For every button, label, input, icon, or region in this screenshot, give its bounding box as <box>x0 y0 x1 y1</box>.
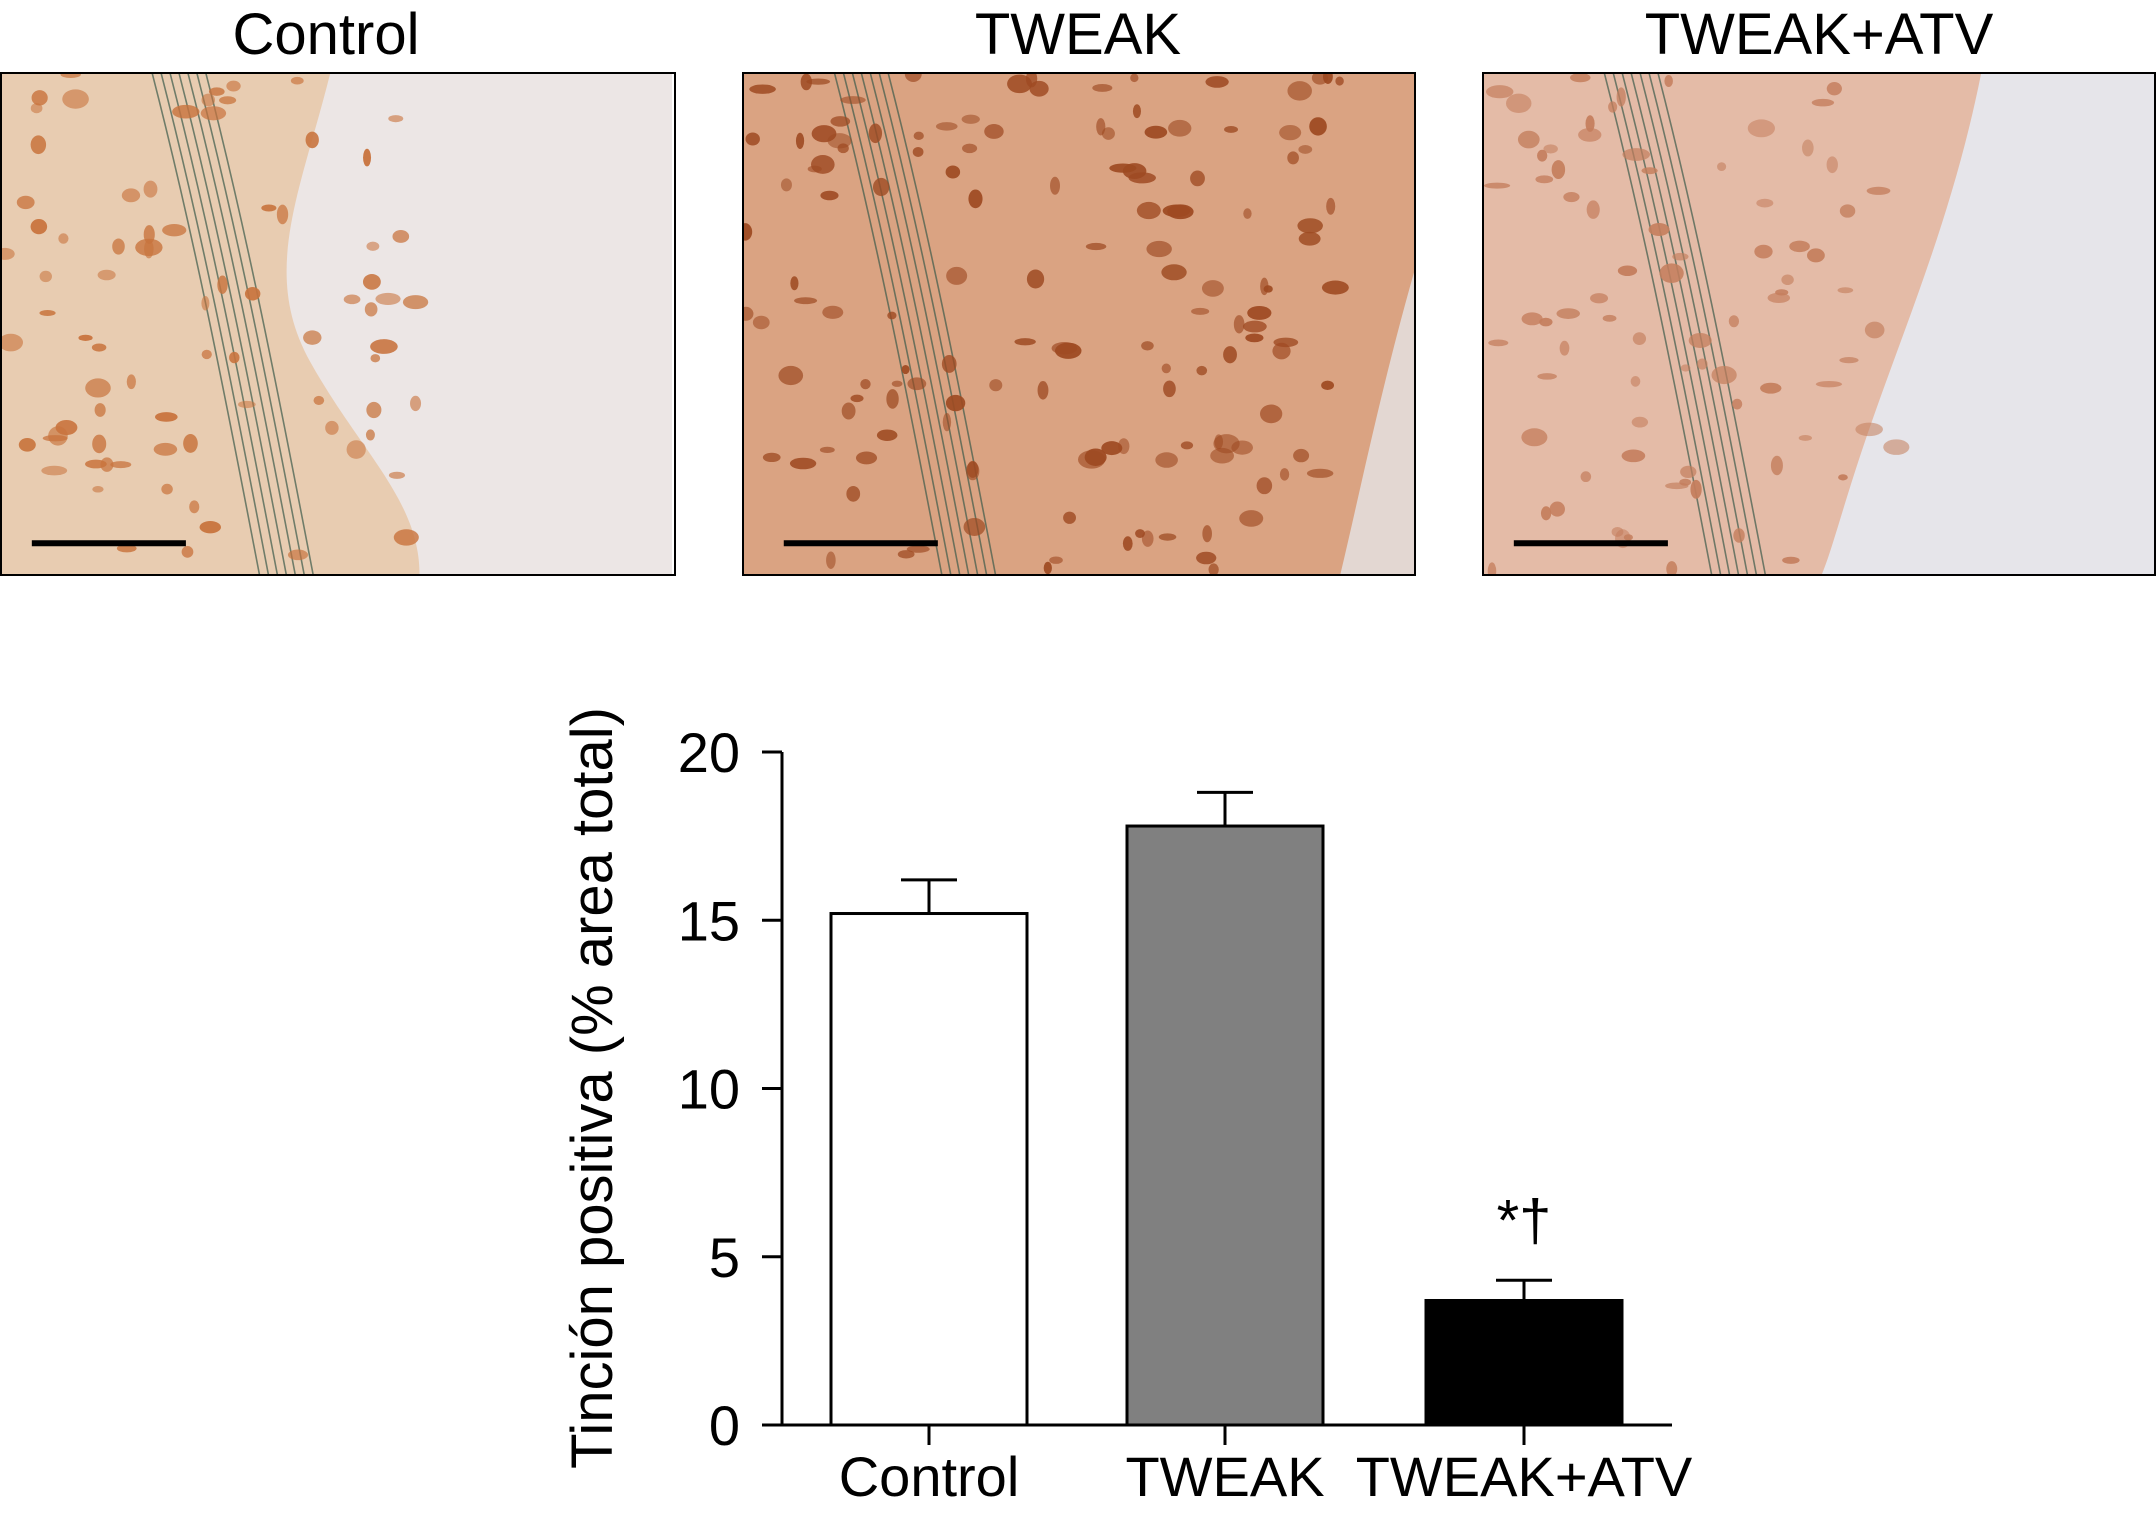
bar-chart: *† 0 5 10 15 20 Control TWEAK TWEAK+ATV Tinció… <box>560 707 1693 1508</box>
x-tick-label-1: TWEAK <box>1125 1445 1324 1508</box>
y-tick-label-4: 20 <box>678 721 740 784</box>
micrograph-control-image <box>2 74 673 574</box>
bar-1 <box>1125 824 1325 1427</box>
micrograph-tweak-atv-image <box>1484 74 2154 574</box>
panel-title-tweak: TWEAK <box>974 2 1182 67</box>
bar-0 <box>829 912 1029 1427</box>
y-axis-label: Tinción positiva (% area total) <box>560 707 625 1469</box>
micrograph-control <box>0 72 676 576</box>
x-tick-label-0: Control <box>839 1445 1020 1508</box>
micrograph-tweak <box>742 72 1416 576</box>
y-tick-label-0: 0 <box>709 1394 740 1457</box>
y-tick-label-3: 15 <box>678 889 740 952</box>
y-tick-label-2: 10 <box>678 1058 740 1121</box>
panel-title-control: Control <box>232 2 420 67</box>
panel-title-tweak-atv: TWEAK+ATV <box>1644 2 1994 67</box>
bar-2 <box>1424 1298 1624 1427</box>
x-tick-label-2: TWEAK+ATV <box>1356 1445 1693 1508</box>
micrograph-tweak-image <box>744 74 1414 574</box>
y-tick-label-1: 5 <box>709 1226 740 1289</box>
micrograph-tweak-atv <box>1482 72 2156 576</box>
significance-marker-2: *† <box>1497 1188 1552 1253</box>
